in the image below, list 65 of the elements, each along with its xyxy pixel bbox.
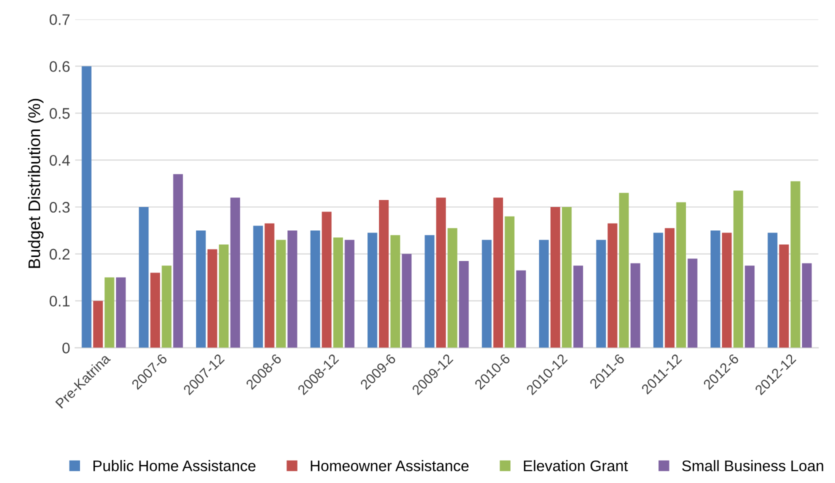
bar	[573, 266, 584, 348]
bar	[630, 263, 640, 348]
bar	[424, 235, 434, 348]
bar	[733, 190, 744, 348]
y-axis-title: Budget Distribution (%)	[28, 98, 44, 268]
bar	[516, 270, 526, 348]
bar	[562, 207, 572, 348]
bar	[550, 207, 560, 348]
bar	[344, 240, 354, 348]
bar	[162, 266, 172, 348]
bar	[402, 254, 412, 348]
bar	[150, 272, 160, 348]
bar	[790, 181, 800, 348]
legend-label: Small Business Loan	[682, 460, 824, 472]
bar	[768, 232, 778, 348]
bar	[378, 200, 389, 348]
legend-label: Public Home Assistance	[93, 460, 256, 472]
bar	[619, 192, 629, 348]
bar	[173, 174, 183, 348]
bar	[710, 230, 720, 348]
bar	[368, 232, 378, 348]
bar	[104, 277, 114, 348]
bar	[608, 223, 618, 348]
y-tick-label: 0.1	[50, 296, 70, 307]
y-tick-label: 0.3	[50, 202, 70, 213]
bar	[310, 230, 320, 348]
bar	[448, 228, 458, 348]
y-tick-label: 0.4	[50, 154, 70, 166]
bar	[504, 216, 514, 348]
bar	[676, 202, 686, 348]
bar	[779, 244, 789, 348]
bar	[596, 240, 606, 348]
bar	[333, 238, 343, 348]
y-tick-label: 0.7	[50, 14, 70, 26]
bar	[493, 198, 504, 348]
bar	[93, 300, 103, 348]
bar	[253, 226, 263, 348]
bar	[459, 260, 469, 348]
bar	[288, 230, 298, 348]
bar	[482, 240, 492, 348]
bar	[390, 235, 400, 348]
bar	[207, 249, 218, 348]
bar	[196, 230, 206, 348]
bar	[82, 66, 92, 348]
bar	[653, 232, 664, 348]
bar	[276, 240, 286, 348]
legend-label: Elevation Grant	[524, 460, 628, 472]
bar	[230, 198, 240, 348]
bar	[436, 198, 446, 348]
bar	[688, 258, 698, 348]
bar	[539, 240, 549, 348]
bar	[264, 223, 274, 348]
y-tick-label: 0	[62, 342, 70, 354]
bar	[744, 266, 755, 348]
bar	[138, 207, 149, 348]
bar	[664, 228, 675, 348]
bar	[322, 212, 332, 348]
bar	[802, 263, 812, 348]
legend-label: Homeowner Assistance	[310, 460, 469, 472]
y-tick-label: 0.5	[50, 108, 70, 119]
bar	[116, 277, 126, 348]
bar	[218, 244, 229, 348]
y-tick-label: 0.2	[50, 248, 70, 260]
y-tick-label: 0.6	[50, 61, 70, 72]
bar	[722, 232, 732, 348]
